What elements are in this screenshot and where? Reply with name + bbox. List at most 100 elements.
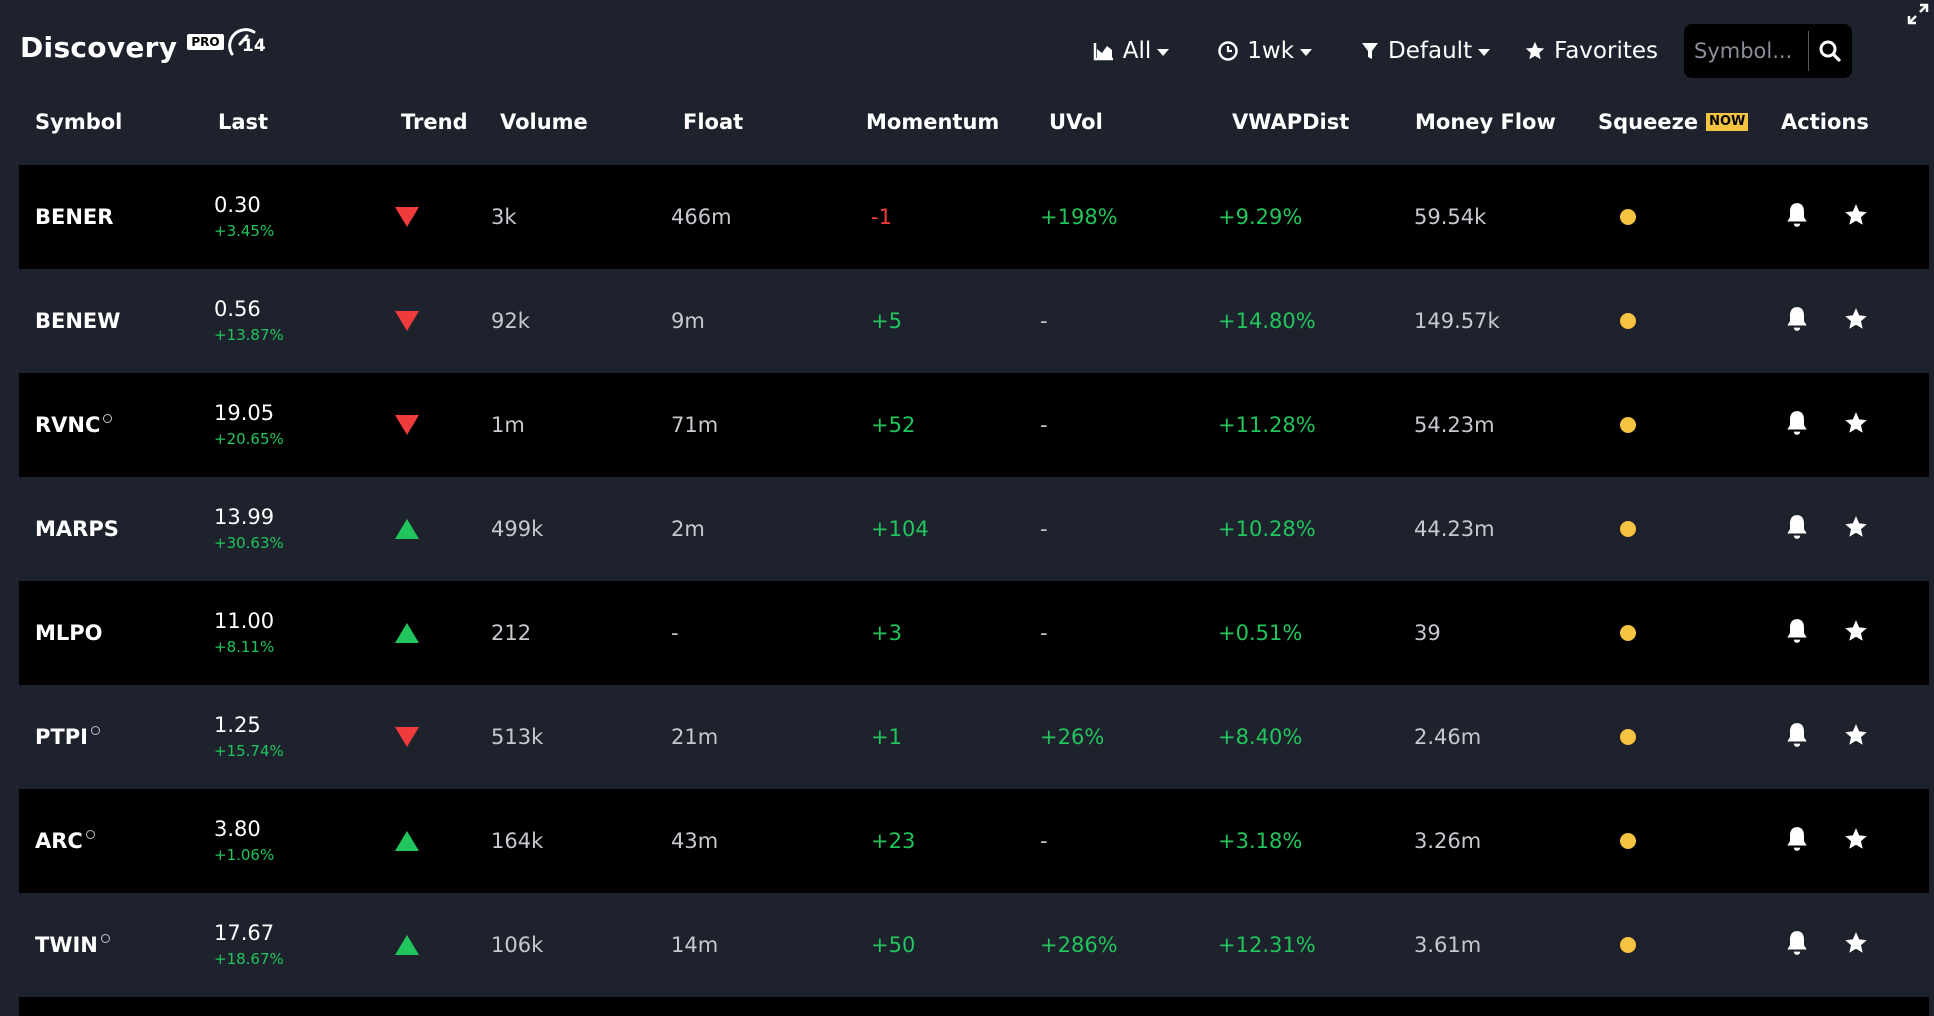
col-volume[interactable]: Volume: [500, 110, 588, 134]
alert-button[interactable]: [1784, 893, 1810, 997]
last-change: +20.65%: [214, 430, 284, 448]
last-cell: 17.67 +18.67%: [214, 893, 284, 997]
vwapdist-cell: +8.40%: [1218, 725, 1303, 749]
col-last[interactable]: Last: [218, 110, 269, 134]
bell-icon: [1784, 617, 1810, 650]
circle-icon: [85, 829, 95, 839]
trend-cell: [395, 581, 419, 685]
table-row[interactable]: ARC 3.80 +1.06% 164k 43m +23 - +3.18% 3.26m: [19, 789, 1929, 893]
squeeze-cell: [1620, 477, 1636, 581]
last-change: +13.87%: [214, 326, 284, 344]
bell-icon: [1784, 305, 1810, 338]
favorite-button[interactable]: [1843, 165, 1869, 269]
table-row[interactable]: RVNC 19.05 +20.65% 1m 71m +52 - +11.28% 54.23m: [19, 373, 1929, 477]
pro-badge: PRO: [187, 34, 224, 50]
alert-button[interactable]: [1784, 477, 1810, 581]
col-squeeze[interactable]: Squeeze NOW: [1598, 110, 1749, 134]
triangle-up-icon: [395, 831, 419, 851]
table-row[interactable]: PTPI 1.25 +15.74% 513k 21m +1 +26% +8.40% 2.46m: [19, 685, 1929, 789]
col-uvol[interactable]: UVol: [1049, 110, 1103, 134]
header: Discovery PRO 14 All 1wk: [0, 0, 1934, 100]
brand: Discovery PRO: [20, 30, 224, 66]
star-icon: [1843, 722, 1869, 753]
last-change: +3.45%: [214, 222, 275, 240]
last-cell: 0.56 +13.87%: [214, 269, 284, 373]
uvol-cell: -: [1040, 309, 1048, 333]
alert-button[interactable]: [1784, 165, 1810, 269]
symbol-search-input[interactable]: [1684, 31, 1808, 71]
last-price: 17.67: [214, 921, 275, 945]
alert-button[interactable]: [1784, 581, 1810, 685]
vwapdist-cell: +11.28%: [1218, 413, 1316, 437]
symbol-cell[interactable]: MLPO: [35, 581, 103, 685]
col-symbol[interactable]: Symbol: [35, 110, 123, 134]
favorite-button[interactable]: [1843, 581, 1869, 685]
triangle-up-icon: [395, 935, 419, 955]
search-divider: [1808, 31, 1809, 71]
preset-dropdown[interactable]: Default: [1360, 38, 1491, 64]
col-vwapdist[interactable]: VWAPDist: [1232, 110, 1350, 134]
symbol-cell[interactable]: MARPS: [35, 477, 119, 581]
favorite-button[interactable]: [1843, 685, 1869, 789]
alert-button[interactable]: [1784, 685, 1810, 789]
filter-icon: [1362, 43, 1379, 59]
triangle-down-icon: [395, 415, 419, 435]
col-float[interactable]: Float: [683, 110, 744, 134]
last-price: 3.80: [214, 817, 261, 841]
last-cell: 3.80 +1.06%: [214, 789, 274, 893]
timeframe-label: 1wk: [1247, 38, 1295, 64]
favorites-button[interactable]: Favorites: [1524, 38, 1658, 64]
momentum-cell: -1: [871, 205, 892, 229]
table-row[interactable]: MLPO 11.00 +8.11% 212 - +3 - +0.51% 39: [19, 581, 1929, 685]
clock-icon: [1218, 41, 1239, 61]
symbol-text: PTPI: [35, 725, 88, 749]
symbol-cell[interactable]: ARC: [35, 789, 95, 893]
uvol-cell: -: [1040, 829, 1048, 853]
timeframe-dropdown[interactable]: 1wk: [1217, 38, 1313, 64]
table-row[interactable]: BENEW 0.56 +13.87% 92k 9m +5 - +14.80% 149.57k: [19, 269, 1929, 373]
favorite-button[interactable]: [1843, 789, 1869, 893]
triangle-down-icon: [395, 727, 419, 747]
table-row[interactable]: MARPS 13.99 +30.63% 499k 2m +104 - +10.28% 44.23…: [19, 477, 1929, 581]
symbol-cell[interactable]: BENEW: [35, 269, 120, 373]
momentum-cell: +52: [871, 413, 916, 437]
search-button[interactable]: [1809, 24, 1852, 78]
bell-icon: [1784, 201, 1810, 234]
money-flow-cell: 3.61m: [1414, 933, 1482, 957]
col-money-flow[interactable]: Money Flow: [1415, 110, 1556, 134]
favorite-button[interactable]: [1843, 269, 1869, 373]
symbol-cell[interactable]: BENER: [35, 165, 113, 269]
uvol-cell: +198%: [1040, 205, 1118, 229]
uvol-cell: -: [1040, 621, 1048, 645]
col-trend[interactable]: Trend: [401, 110, 468, 134]
favorite-button[interactable]: [1843, 893, 1869, 997]
table-row[interactable]: BENER 0.30 +3.45% 3k 466m -1 +198% +9.29% 59.54k: [19, 165, 1929, 269]
squeeze-cell: [1620, 165, 1636, 269]
favorite-button[interactable]: [1843, 477, 1869, 581]
triangle-down-icon: [395, 311, 419, 331]
symbol-cell[interactable]: TWIN: [35, 893, 110, 997]
toolbar: All 1wk Default: [1093, 24, 1852, 78]
last-price: 13.99: [214, 505, 275, 529]
symbol-text: BENEW: [35, 309, 121, 333]
alert-button[interactable]: [1784, 269, 1810, 373]
last-cell: 19.05 +20.65%: [214, 373, 284, 477]
favorite-button[interactable]: [1843, 373, 1869, 477]
squeeze-dot-icon: [1620, 833, 1636, 849]
col-momentum[interactable]: Momentum: [866, 110, 1000, 134]
last-cell: 1.25 +15.74%: [214, 685, 284, 789]
alert-button[interactable]: [1784, 373, 1810, 477]
vwapdist-cell: +9.29%: [1218, 205, 1303, 229]
table-row[interactable]: TWIN 17.67 +18.67% 106k 14m +50 +286% +12.31% 3.…: [19, 893, 1929, 997]
symbol-cell[interactable]: PTPI: [35, 685, 100, 789]
expand-icon[interactable]: [1906, 2, 1930, 26]
table-body: BENER 0.30 +3.45% 3k 466m -1 +198% +9.29% 59.54k…: [19, 165, 1929, 1016]
squeeze-cell: [1620, 373, 1636, 477]
alert-button[interactable]: [1784, 789, 1810, 893]
float-cell: 43m: [671, 829, 719, 853]
filter-all-dropdown[interactable]: All: [1093, 38, 1170, 64]
squeeze-dot-icon: [1620, 729, 1636, 745]
last-cell: 13.99 +30.63%: [214, 477, 284, 581]
symbol-cell[interactable]: RVNC: [35, 373, 113, 477]
